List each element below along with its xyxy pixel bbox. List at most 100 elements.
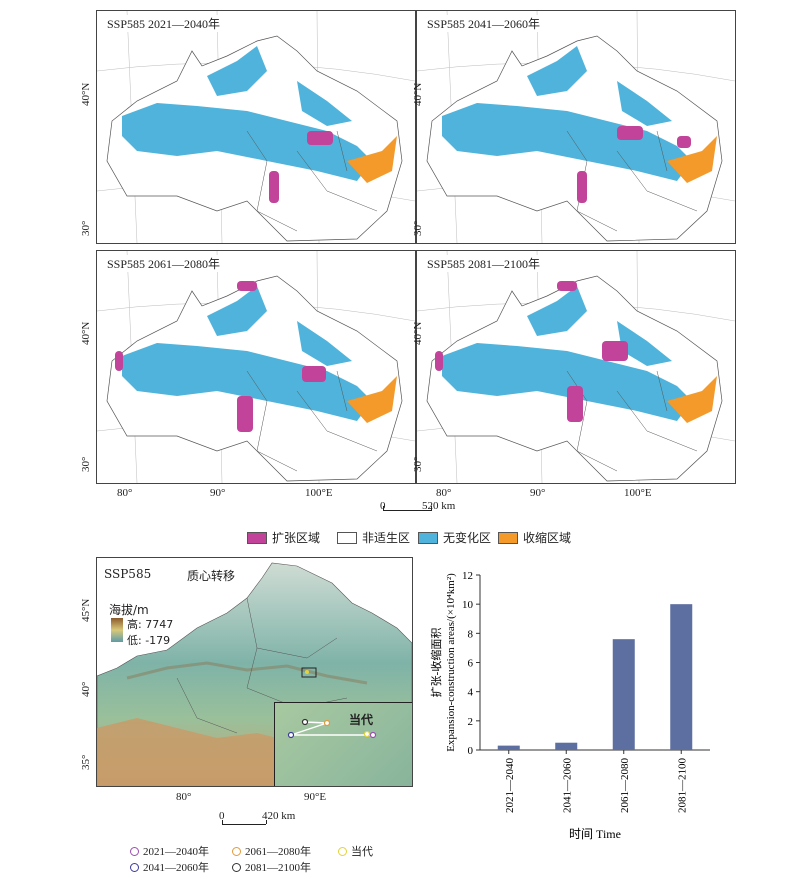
- unchanged-north: [527, 46, 587, 96]
- centroid-legend-label: 2061—2080年: [245, 846, 311, 858]
- lon-label-100-right: 100°E: [624, 487, 652, 499]
- y-tick-label: 4: [468, 687, 474, 699]
- y-axis-label-en: Expansion-construction areas/(×10⁴km²): [445, 573, 457, 752]
- legend-swatch: [498, 531, 518, 544]
- lon-label-90-right: 90°: [530, 487, 546, 499]
- elevation-high: 高: 7747: [127, 618, 174, 631]
- cm-lat-40: 40°: [80, 681, 92, 697]
- unchanged-north-2: [617, 321, 672, 366]
- map-panel-2: SSP585 2041—2060年: [416, 10, 736, 244]
- centroid-2081: [301, 718, 309, 726]
- bar-4: [670, 604, 693, 750]
- centroid-2041: [287, 731, 295, 739]
- province-borders: [246, 370, 378, 472]
- expansion-patch: [115, 351, 123, 371]
- bar-1: [497, 745, 520, 750]
- legend-swatch: [418, 531, 438, 544]
- inset-label: 当代: [349, 713, 374, 727]
- centroid-map: SSP585 质心转移 海拔/m 高: 7747 低: -179 当代: [96, 557, 413, 787]
- province-borders: [176, 597, 348, 744]
- contraction-region: [667, 136, 717, 183]
- scale-end-top: 520 km: [422, 500, 456, 512]
- legend-item-3: 无变化区: [418, 529, 491, 546]
- unchanged-region: [122, 343, 372, 421]
- x-tick-label: 2061—2080: [619, 758, 631, 814]
- lon-label-80-right: 80°: [436, 487, 452, 499]
- bar-chart: 0 2 4 6 8 10 12 2021—2040 2041—2060 2061—2080 2081…: [429, 570, 710, 841]
- legend-label: 扩张区域: [272, 531, 321, 545]
- x-tick-label: 2081—2100: [676, 758, 688, 814]
- y-tick-label: 0: [468, 745, 474, 757]
- expansion-patch: [435, 351, 443, 371]
- unchanged-region: [122, 103, 372, 181]
- legend-label: 收缩区域: [523, 531, 572, 545]
- legend-circle-icon: [232, 846, 241, 856]
- expansion-patch: [307, 131, 333, 145]
- expansion-patch: [677, 136, 691, 148]
- y-tick-label: 2: [468, 716, 474, 728]
- expansion-patch: [237, 281, 257, 291]
- lat-label-30-top: 30°: [80, 220, 92, 236]
- centroid-current: [363, 730, 371, 738]
- y-axis-label-cn: 扩张-收缩面积: [429, 628, 443, 698]
- legend-circle-icon: [130, 846, 139, 856]
- lat-label-30-top-right: 30°: [412, 220, 424, 236]
- centroid-legend-item-2: 2061—2080年: [232, 843, 311, 859]
- x-tick-label: 2021—2040: [504, 758, 516, 814]
- cm-lat-35: 35°: [80, 754, 92, 770]
- map-panel-3: SSP585 2061—2080年: [96, 250, 416, 484]
- expansion-patch: [602, 341, 628, 361]
- expansion-patch: [577, 171, 587, 203]
- y-tick-label: 10: [462, 599, 474, 611]
- centroid-path-svg: [287, 718, 377, 739]
- lat-label-40-bottom: 40°N: [80, 321, 92, 345]
- scale-bar-bottom: [222, 820, 270, 828]
- cm-lat-45: 45°N: [80, 598, 92, 622]
- legend-circle-icon: [338, 846, 347, 856]
- centroid-legend-label: 当代: [351, 846, 373, 858]
- centroid-legend-item-5: 2081—2100年: [232, 859, 311, 875]
- legend-item-1: 扩张区域: [247, 529, 320, 546]
- unchanged-north: [207, 286, 267, 336]
- centroid-inset: 当代: [274, 702, 412, 786]
- unchanged-north-2: [297, 81, 352, 126]
- x-tick-label: 2041—2060: [561, 758, 573, 814]
- expansion-patch: [567, 386, 583, 422]
- map-label: SSP585: [104, 567, 152, 581]
- map-title: 质心转移: [187, 569, 236, 583]
- lat-label-40-top-right: 40°N: [412, 82, 424, 106]
- contraction-region: [347, 376, 397, 423]
- lat-label-40-bottom-right: 40°N: [412, 321, 424, 345]
- lat-label-30-bottom: 30°: [80, 456, 92, 472]
- elevation-title: 海拔/m: [109, 603, 149, 617]
- unchanged-region: [442, 103, 692, 181]
- lon-label-90-left: 90°: [210, 487, 226, 499]
- x-axis-label: 时间 Time: [569, 827, 621, 841]
- centroid-legend-label: 2021—2040年: [143, 846, 209, 858]
- lon-label-100-left: 100°E: [305, 487, 333, 499]
- centroid-legend-label: 2081—2100年: [245, 862, 311, 874]
- map-panel-1: SSP585 2021—2040年: [96, 10, 416, 244]
- unchanged-north-2: [297, 321, 352, 366]
- unchanged-north: [527, 286, 587, 336]
- expansion-patch: [269, 171, 279, 203]
- contraction-region: [347, 136, 397, 183]
- lat-label-40-top: 40°N: [80, 82, 92, 106]
- lat-label-30-bottom-right: 30°: [412, 456, 424, 472]
- legend-swatch: [337, 531, 357, 544]
- scale-end-bottom: 420 km: [262, 810, 296, 822]
- scale-start-bottom: 0: [219, 810, 225, 822]
- contraction-region: [667, 376, 717, 423]
- legend-label: 无变化区: [443, 531, 492, 545]
- cm-lon-80: 80°: [176, 791, 192, 803]
- scale-start-top: 0: [380, 500, 386, 512]
- map-panel-4: SSP585 2081—2100年: [416, 250, 736, 484]
- unchanged-north-2: [617, 81, 672, 126]
- expansion-patch: [557, 281, 577, 291]
- centroid-box: [301, 667, 317, 678]
- legend-circle-icon: [130, 862, 139, 872]
- panel-title: SSP585 2081—2100年: [425, 255, 543, 272]
- panel-title: SSP585 2041—2060年: [425, 15, 543, 32]
- centroid-2021: [369, 731, 377, 739]
- centroid-legend-label: 2041—2060年: [143, 862, 209, 874]
